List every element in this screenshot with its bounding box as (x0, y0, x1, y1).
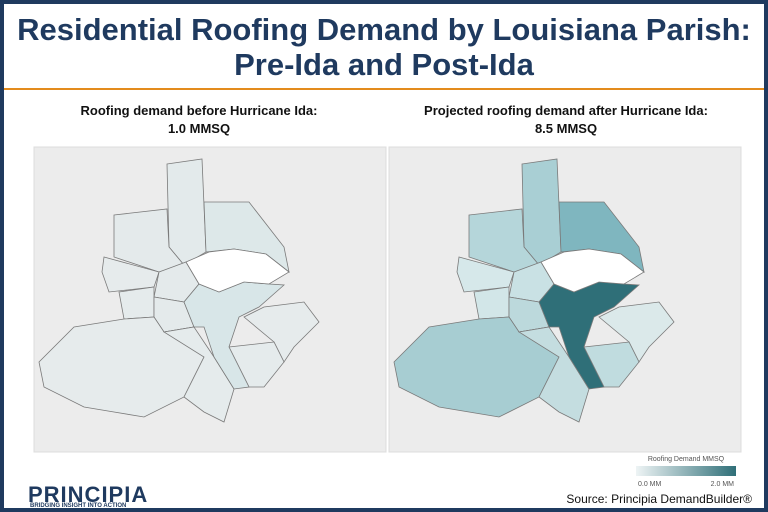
parish (162, 326, 235, 423)
parish (473, 286, 510, 320)
legend-gradient (636, 466, 736, 476)
lake (185, 248, 290, 293)
source: Source: Principia DemandBuilder® (566, 492, 752, 506)
map-panel (33, 146, 387, 453)
panel-title-line: 1.0 MMSQ (167, 121, 231, 136)
parish (101, 256, 160, 293)
legend-label: 2.0 MM (711, 481, 735, 488)
map-panel (388, 146, 742, 453)
divider (4, 88, 764, 90)
logo-tagline: BRIDGING INSIGHT INTO ACTION (30, 503, 127, 509)
parish (118, 286, 155, 320)
parish (456, 256, 515, 293)
panel-title-line: Roofing demand before Hurricane Ida: (80, 103, 318, 118)
panel-title: Projected roofing demand after Hurricane… (386, 102, 746, 138)
title: Residential Roofing Demand by Louisiana … (17, 12, 751, 82)
parish (166, 158, 207, 266)
parish (517, 326, 590, 423)
lake (540, 248, 645, 293)
panel-title-line: 8.5 MMSQ (534, 121, 598, 136)
panel-title: Roofing demand before Hurricane Ida: 1.0 … (19, 102, 379, 138)
logo: PRINCIPIA (28, 482, 149, 507)
panel-title-line: Projected roofing demand after Hurricane… (424, 103, 708, 118)
legend-title: Roofing Demand MMSQ (648, 456, 725, 463)
maps: Roofing Demand MMSQ 0.0 MM 2.0 MM (33, 146, 742, 488)
parish (521, 158, 562, 266)
legend-label: 0.0 MM (638, 481, 662, 488)
